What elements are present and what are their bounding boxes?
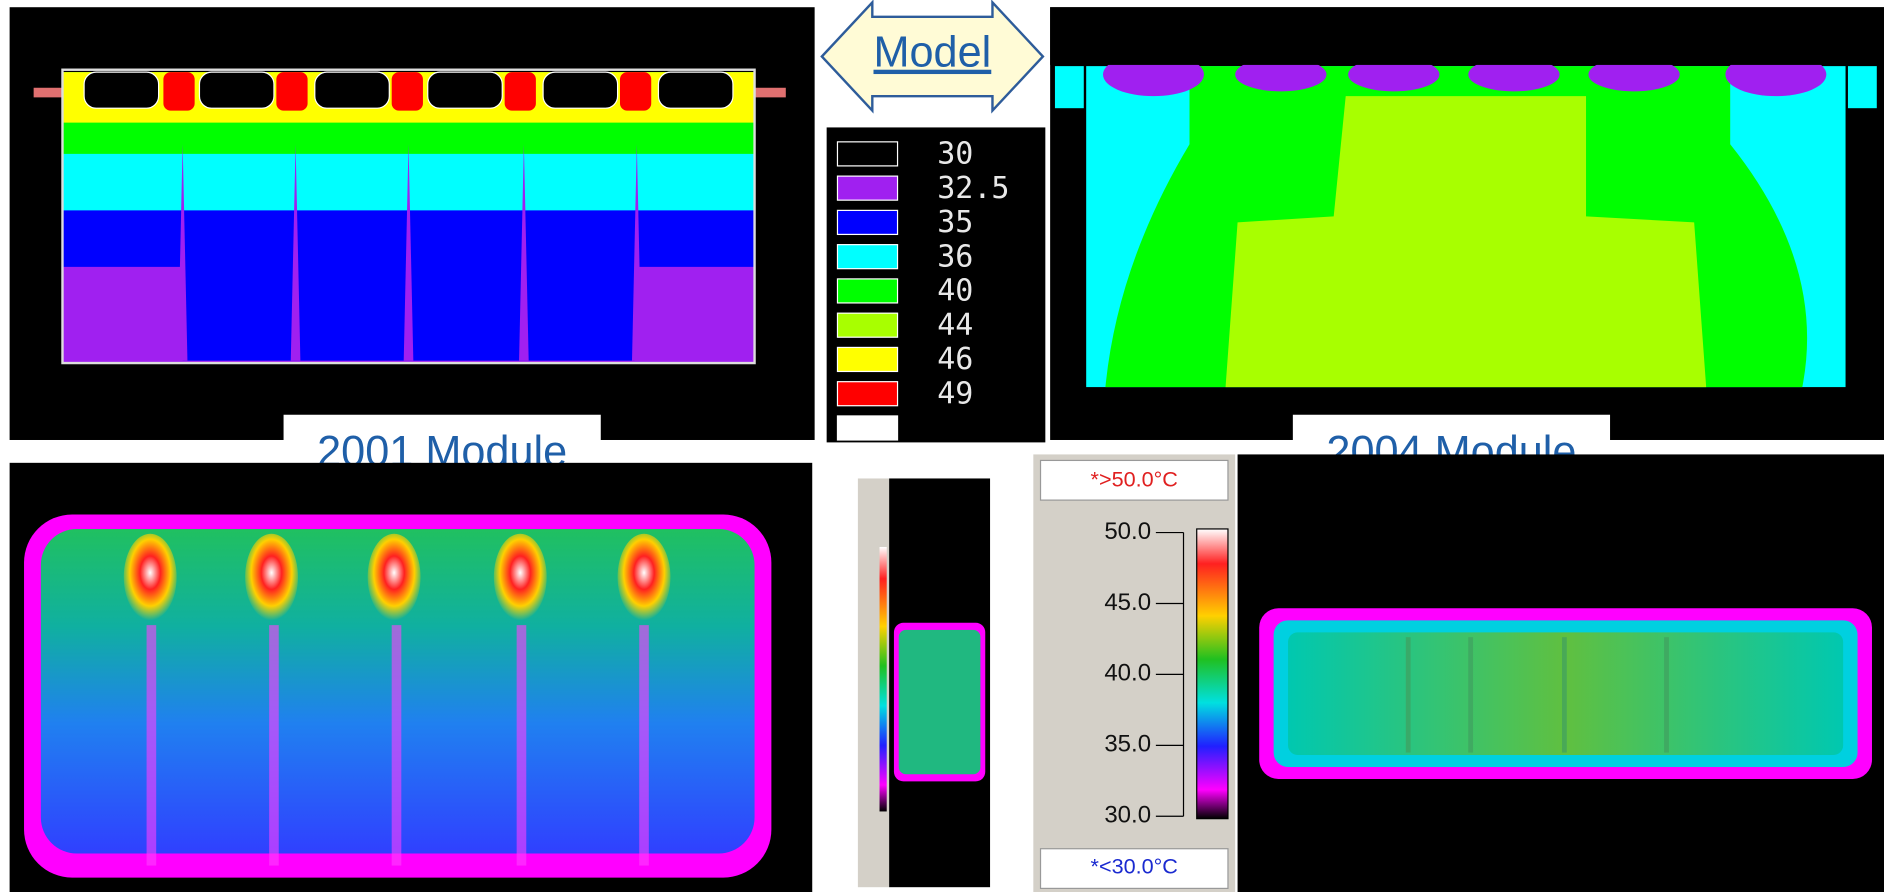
legend-label: 30 xyxy=(937,137,973,172)
model-2001-image xyxy=(10,7,815,440)
scale-tick-label: 40.0 xyxy=(1104,660,1151,687)
scale-tick-label: 35.0 xyxy=(1104,731,1151,758)
scale-tick-label: 50.0 xyxy=(1104,518,1151,545)
legend-swatch xyxy=(837,347,897,371)
slide: Model 3032.5353640444649 2001 Module xyxy=(0,0,1884,892)
ir-2001-image xyxy=(10,463,813,892)
legend-swatch xyxy=(837,313,897,337)
legend-label: 35 xyxy=(937,205,973,240)
legend-swatch xyxy=(837,210,897,234)
scale-tick-label: 45.0 xyxy=(1104,589,1151,616)
ir-2004-image xyxy=(1238,454,1884,892)
model-label[interactable]: Model xyxy=(873,29,991,77)
legend-label: 32.5 xyxy=(937,171,1009,206)
legend-swatch xyxy=(837,142,897,166)
legend-swatch xyxy=(837,176,897,200)
legend-swatch xyxy=(837,245,897,269)
legend-label: 36 xyxy=(937,239,973,274)
legend-label: 49 xyxy=(937,376,973,411)
legend-label: 40 xyxy=(937,274,973,309)
legend-swatch xyxy=(837,279,897,303)
legend-swatch xyxy=(837,382,897,406)
ir-side-image xyxy=(858,478,990,887)
scale-lower-label: *<30.0°C xyxy=(1091,854,1178,879)
legend-label: 44 xyxy=(937,308,973,343)
legend-label: 46 xyxy=(937,342,973,377)
legend-swatch xyxy=(837,416,897,440)
model-2004-image xyxy=(1050,7,1884,440)
color-bar xyxy=(1197,529,1228,819)
scale-upper-label: *>50.0°C xyxy=(1091,467,1178,492)
scale-tick-label: 30.0 xyxy=(1104,802,1151,829)
